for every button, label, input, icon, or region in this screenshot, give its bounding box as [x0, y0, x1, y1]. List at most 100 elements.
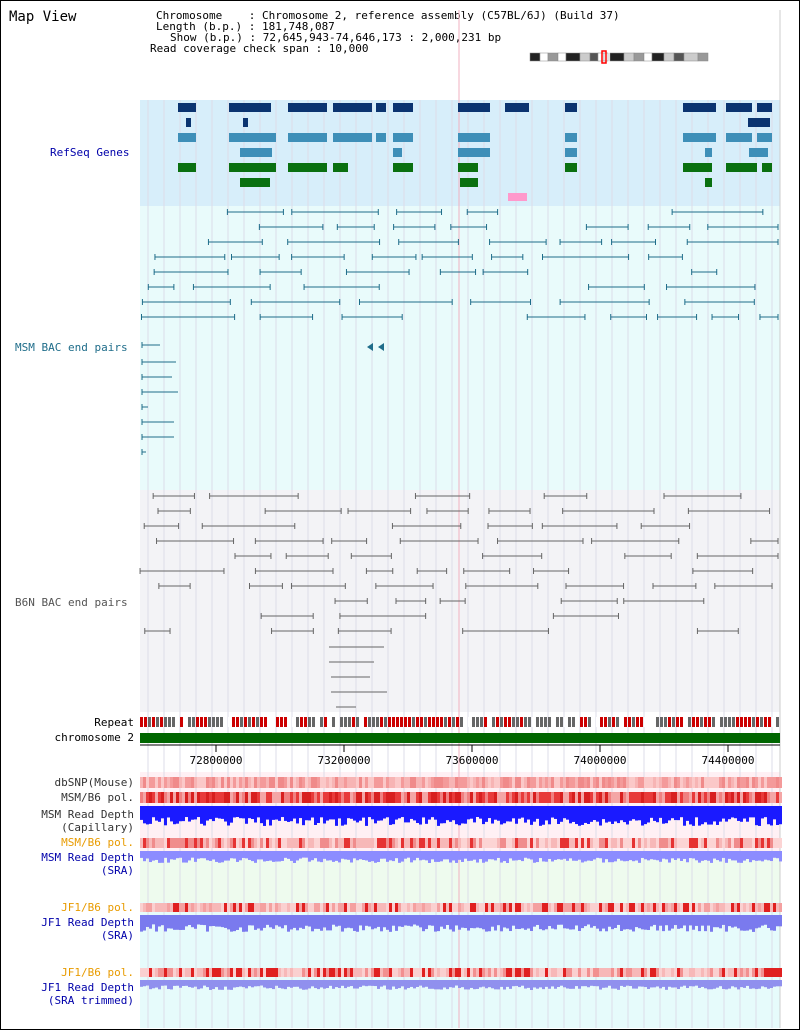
- jf1-trimmed-depth: [572, 980, 575, 989]
- msm-capillary-depth: [497, 806, 500, 821]
- jf1-b6-pol-2-track-label[interactable]: JF1/B6 pol.: [61, 966, 134, 979]
- repeat-mark: [312, 717, 315, 727]
- msm-pol-heat: [365, 792, 368, 803]
- axis-tick-label: 73200000: [318, 754, 371, 767]
- jf1-sra-depth: [386, 915, 389, 930]
- msm-read-depth-capillary-label[interactable]: MSM Read Depth (Capillary): [41, 808, 134, 834]
- jf1-trimmed-depth: [506, 980, 509, 987]
- jf1-trimmed-depth: [401, 980, 404, 987]
- repeat-mark: [732, 717, 735, 727]
- msm-bac-track-label[interactable]: MSM BAC end pairs: [15, 341, 128, 354]
- jf1-trimmed-depth: [278, 980, 281, 988]
- jf1-read-depth-sra-label[interactable]: JF1 Read Depth (SRA): [41, 916, 134, 942]
- jf1-sra-depth: [338, 915, 341, 926]
- jf1-pol2-heat: [554, 968, 557, 977]
- jf1-pol-heat: [704, 903, 707, 912]
- msm-capillary-depth: [344, 806, 347, 825]
- msm-pol-heat: [665, 792, 668, 803]
- msm-pol-heat: [167, 792, 170, 803]
- msm-sra-depth: [251, 851, 254, 862]
- msm-sra-depth: [413, 851, 416, 861]
- jf1-pol-heat: [239, 903, 242, 912]
- jf1-pol-heat: [368, 903, 371, 912]
- b6n-bac-track-label[interactable]: B6N BAC end pairs: [15, 596, 128, 609]
- msm-capillary-depth: [242, 806, 245, 819]
- msm-capillary-depth: [278, 806, 281, 821]
- msm-pol-heat: [410, 792, 413, 803]
- msm-pol2-heat: [548, 838, 551, 848]
- msm-sra-depth: [206, 851, 209, 861]
- jf1-b6-pol-track-label[interactable]: JF1/B6 pol.: [61, 901, 134, 914]
- refseq-track-label[interactable]: RefSeq Genes: [50, 146, 130, 159]
- repeat-track-label[interactable]: Repeat: [94, 716, 134, 729]
- jf1-pol2-heat: [557, 968, 560, 977]
- dbsnp-track-label[interactable]: dbSNP(Mouse): [54, 776, 134, 789]
- jf1-pol-heat: [731, 903, 734, 912]
- jf1-trimmed-depth: [689, 980, 692, 987]
- msm-pol-heat: [512, 792, 515, 803]
- msm-pol-heat: [776, 792, 779, 803]
- jf1-pol2-heat: [632, 968, 635, 977]
- msm-pol2-heat: [173, 838, 176, 848]
- jf1-trimmed-depth: [206, 980, 209, 988]
- jf1-pol-heat: [632, 903, 635, 912]
- repeat-mark: [776, 717, 779, 727]
- msm-sra-depth: [440, 851, 443, 862]
- msm-capillary-depth: [299, 806, 302, 819]
- dbsnp-heat: [158, 777, 161, 788]
- jf1-pol-heat: [461, 903, 464, 912]
- msm-b6-pol-track-label[interactable]: MSM/B6 pol.: [61, 791, 134, 804]
- jf1-trimmed-depth: [152, 980, 155, 989]
- dbsnp-heat: [431, 777, 434, 788]
- jf1-sra-depth: [491, 915, 494, 927]
- msm-pol-heat: [467, 792, 470, 803]
- msm-pol2-heat: [260, 838, 263, 848]
- jf1-sra-depth: [344, 915, 347, 929]
- repeat-mark: [588, 717, 591, 727]
- jf1-trimmed-depth: [755, 980, 758, 990]
- msm-pol2-heat: [491, 838, 494, 848]
- jf1-read-depth-trimmed-label[interactable]: JF1 Read Depth (SRA trimmed): [41, 981, 134, 1007]
- dbsnp-heat: [290, 777, 293, 788]
- msm-capillary-depth: [563, 806, 566, 819]
- dbsnp-heat: [587, 777, 590, 788]
- repeat-mark: [648, 717, 651, 727]
- msm-pol-heat: [590, 792, 593, 803]
- jf1-pol2-heat: [458, 968, 461, 977]
- msm-read-depth-sra-label[interactable]: MSM Read Depth (SRA): [41, 851, 134, 877]
- jf1-pol-heat: [674, 903, 677, 912]
- msm-pol2-heat: [401, 838, 404, 848]
- jf1-pol-heat: [665, 903, 668, 912]
- jf1-pol-heat: [563, 903, 566, 912]
- dbsnp-heat: [281, 777, 284, 788]
- jf1-sra-depth: [188, 915, 191, 926]
- msm-sra-depth: [758, 851, 761, 861]
- msm-sra-depth: [773, 851, 776, 858]
- msm-pol-heat: [752, 792, 755, 803]
- msm-capillary-depth: [236, 806, 239, 818]
- msm-pol2-heat: [242, 838, 245, 848]
- jf1-trimmed-depth: [266, 980, 269, 989]
- jf1-sra-depth: [209, 915, 212, 927]
- msm-capillary-depth: [323, 806, 326, 824]
- jf1-pol-heat: [596, 903, 599, 912]
- msm-pol-heat: [386, 792, 389, 803]
- msm-sra-depth: [140, 851, 143, 858]
- jf1-sra-depth: [779, 915, 782, 927]
- msm-capillary-depth: [212, 806, 215, 822]
- msm-pol2-heat: [737, 838, 740, 848]
- jf1-sra-depth: [470, 915, 473, 929]
- repeat-mark: [568, 717, 571, 727]
- jf1-pol2-heat: [404, 968, 407, 977]
- repeat-mark: [508, 717, 511, 727]
- msm-b6-pol-2-track-label[interactable]: MSM/B6 pol.: [61, 836, 134, 849]
- msm-pol-heat: [491, 792, 494, 803]
- dbsnp-heat: [263, 777, 266, 788]
- jf1-sra-depth: [653, 915, 656, 925]
- jf1-sra-depth: [392, 915, 395, 926]
- jf1-pol-heat: [779, 903, 782, 912]
- jf1-pol-heat: [164, 903, 167, 912]
- msm-pol-heat: [695, 792, 698, 803]
- msm-capillary-depth: [629, 806, 632, 821]
